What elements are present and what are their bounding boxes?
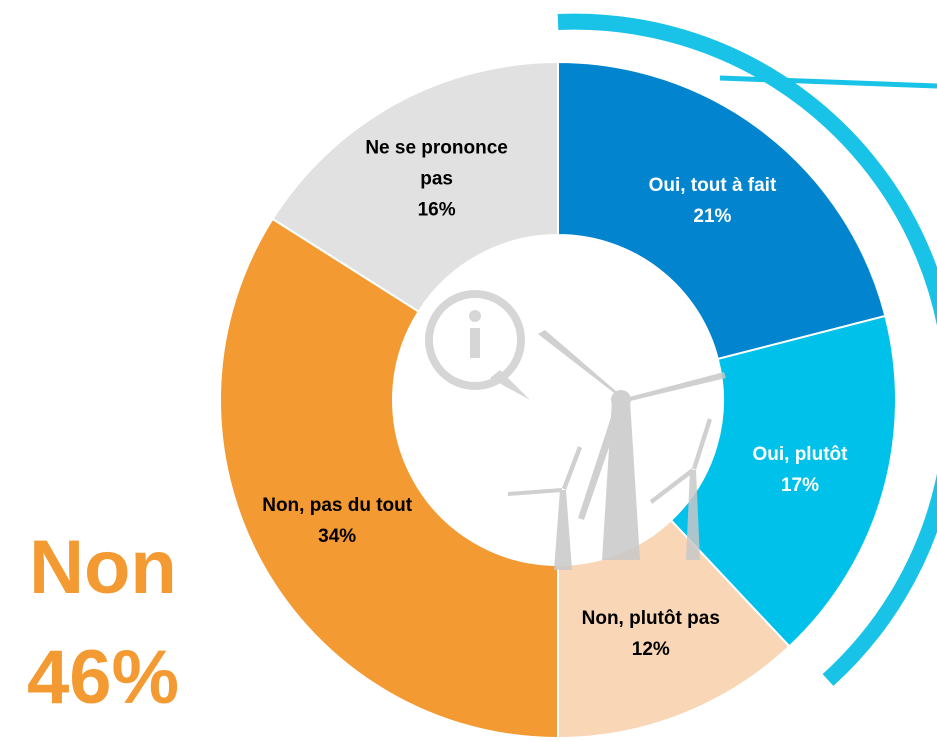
highlight-line [719,75,937,89]
category-name: Oui, tout à fait [648,174,777,196]
slice-label: Non, plutôt pas 12% [576,603,726,665]
category-name: Ne se prononce pas [365,137,508,190]
annotation-label: Non [29,525,177,610]
category-name: Non, plutôt pas [581,608,720,630]
value-label: 12% [631,639,670,661]
category-name: Non, pas du tout [262,495,413,517]
donut-slice [669,314,897,648]
annotation-value: 46% [26,635,180,720]
donut-slice [219,217,559,740]
highlight-arc [557,13,937,686]
value-label: 17% [780,475,819,497]
value-label: 16% [417,199,456,221]
value-label: 21% [693,205,732,227]
slice-label: Non, pas du tout 34% [262,490,412,552]
category-name: Oui, plutôt [752,444,848,466]
value-label: 34% [318,526,357,548]
slice-label: Ne se prononce pas 16% [362,133,512,226]
donut-slice [557,60,887,361]
slice-label: Oui, plutôt 17% [725,439,875,501]
donut-slice [271,60,559,313]
windmill-icon [425,290,726,570]
slice-label: Oui, tout à fait 21% [637,170,787,232]
